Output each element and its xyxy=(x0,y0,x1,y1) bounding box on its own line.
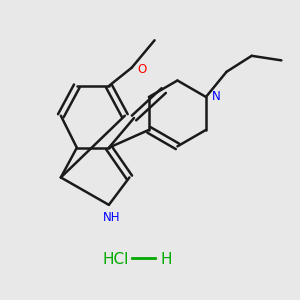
Text: O: O xyxy=(137,64,146,76)
Text: H: H xyxy=(160,252,172,267)
Text: NH: NH xyxy=(102,211,120,224)
Text: HCl: HCl xyxy=(103,252,129,267)
Text: N: N xyxy=(212,89,220,103)
